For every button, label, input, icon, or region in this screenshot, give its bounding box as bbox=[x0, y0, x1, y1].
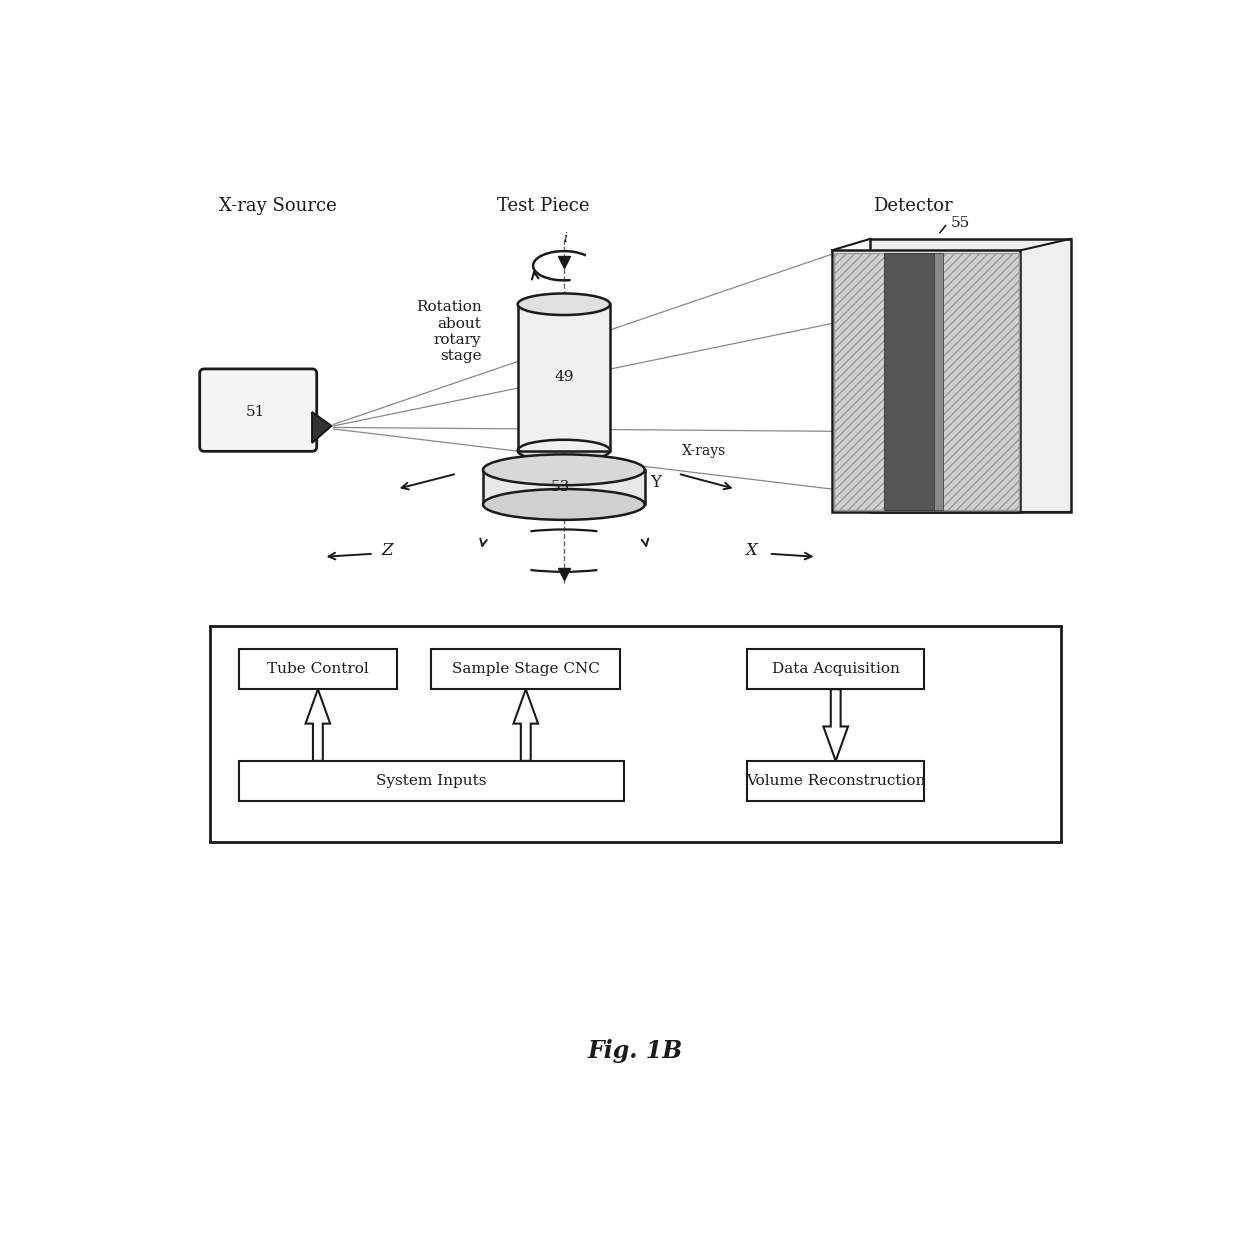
Text: Data Acquisition: Data Acquisition bbox=[771, 662, 900, 676]
Text: Test Piece: Test Piece bbox=[497, 197, 589, 214]
Ellipse shape bbox=[484, 454, 645, 486]
Polygon shape bbox=[312, 412, 331, 443]
Bar bbox=[239, 650, 397, 690]
Text: i: i bbox=[563, 233, 568, 245]
Bar bbox=[211, 626, 1060, 841]
Bar bbox=[870, 239, 1070, 512]
Text: Detector: Detector bbox=[873, 197, 952, 214]
Text: 55: 55 bbox=[951, 217, 971, 230]
Text: System Inputs: System Inputs bbox=[376, 774, 486, 788]
Bar bbox=[239, 761, 624, 801]
Polygon shape bbox=[823, 690, 848, 761]
Text: 53: 53 bbox=[551, 480, 569, 493]
Ellipse shape bbox=[517, 293, 610, 316]
Text: Z: Z bbox=[382, 542, 393, 560]
Ellipse shape bbox=[517, 439, 610, 461]
Text: X-ray Source: X-ray Source bbox=[218, 197, 336, 214]
Text: 49: 49 bbox=[554, 371, 574, 384]
Bar bbox=[934, 253, 944, 510]
Bar bbox=[884, 253, 934, 510]
Bar bbox=[748, 761, 924, 801]
Bar bbox=[517, 304, 610, 451]
Bar bbox=[832, 250, 1021, 512]
Text: X: X bbox=[745, 542, 756, 560]
Bar bbox=[835, 253, 1019, 510]
Text: Y: Y bbox=[650, 475, 661, 491]
Polygon shape bbox=[513, 690, 538, 761]
Text: X-rays: X-rays bbox=[682, 443, 725, 457]
Bar bbox=[432, 650, 620, 690]
Text: 51: 51 bbox=[247, 406, 265, 419]
Text: Sample Stage CNC: Sample Stage CNC bbox=[451, 662, 600, 676]
Polygon shape bbox=[305, 690, 330, 761]
Bar bbox=[748, 650, 924, 690]
Text: Volume Reconstruction: Volume Reconstruction bbox=[746, 774, 925, 788]
Text: Tube Control: Tube Control bbox=[267, 662, 368, 676]
FancyBboxPatch shape bbox=[200, 369, 316, 451]
Ellipse shape bbox=[484, 490, 645, 520]
Bar bbox=[484, 470, 645, 505]
Text: Rotation
about
rotary
stage: Rotation about rotary stage bbox=[415, 300, 481, 363]
Text: Fig. 1B: Fig. 1B bbox=[588, 1039, 683, 1063]
